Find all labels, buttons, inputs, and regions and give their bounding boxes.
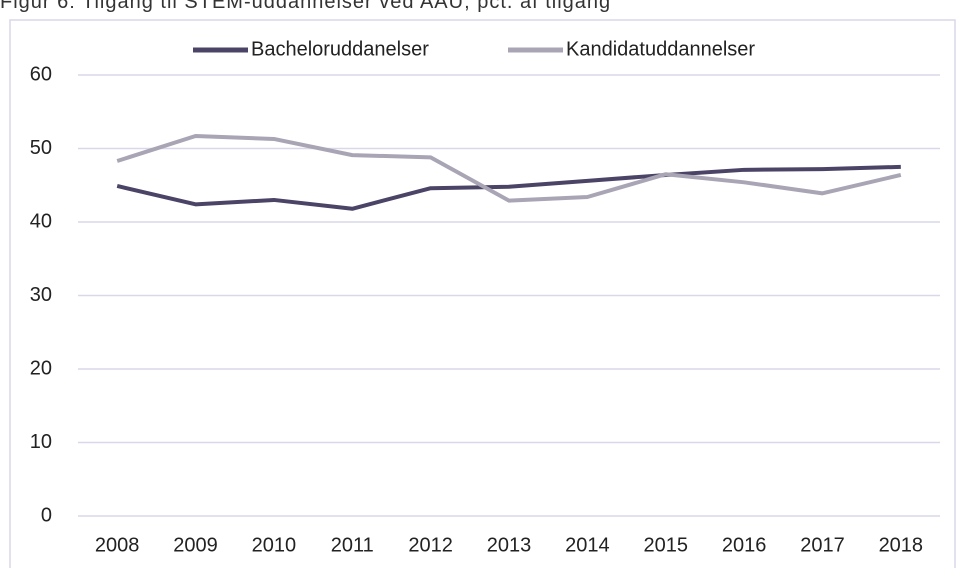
y-tick-label: 30 <box>30 284 52 306</box>
y-tick-label: 20 <box>30 357 52 379</box>
x-tick-label: 2017 <box>800 534 845 556</box>
legend-label: Bacheloruddanelser <box>251 38 429 60</box>
x-tick-label: 2012 <box>408 534 453 556</box>
series-line <box>116 164 901 211</box>
x-tick-label: 2008 <box>95 534 140 556</box>
chart-frame <box>9 19 956 568</box>
y-tick-label: 10 <box>30 431 52 453</box>
x-tick-label: 2011 <box>331 534 374 556</box>
x-tick-label: 2010 <box>252 534 297 556</box>
x-tick-label: 2016 <box>722 534 767 556</box>
x-tick-label: 2013 <box>487 534 532 556</box>
legend-label: Kandidatuddannelser <box>566 38 755 60</box>
x-tick-label: 2018 <box>879 534 924 556</box>
x-tick-label: 2009 <box>173 534 218 556</box>
y-tick-label: 40 <box>30 210 52 232</box>
chart-title: Figur 6: Tilgang til STEM-uddannelser ve… <box>0 0 611 13</box>
y-tick-label: 50 <box>30 137 52 159</box>
series-line <box>116 134 902 203</box>
y-tick-label: 0 <box>41 504 52 526</box>
y-tick-label: 60 <box>30 63 52 85</box>
x-tick-label: 2015 <box>643 534 688 556</box>
x-tick-label: 2014 <box>565 534 610 556</box>
